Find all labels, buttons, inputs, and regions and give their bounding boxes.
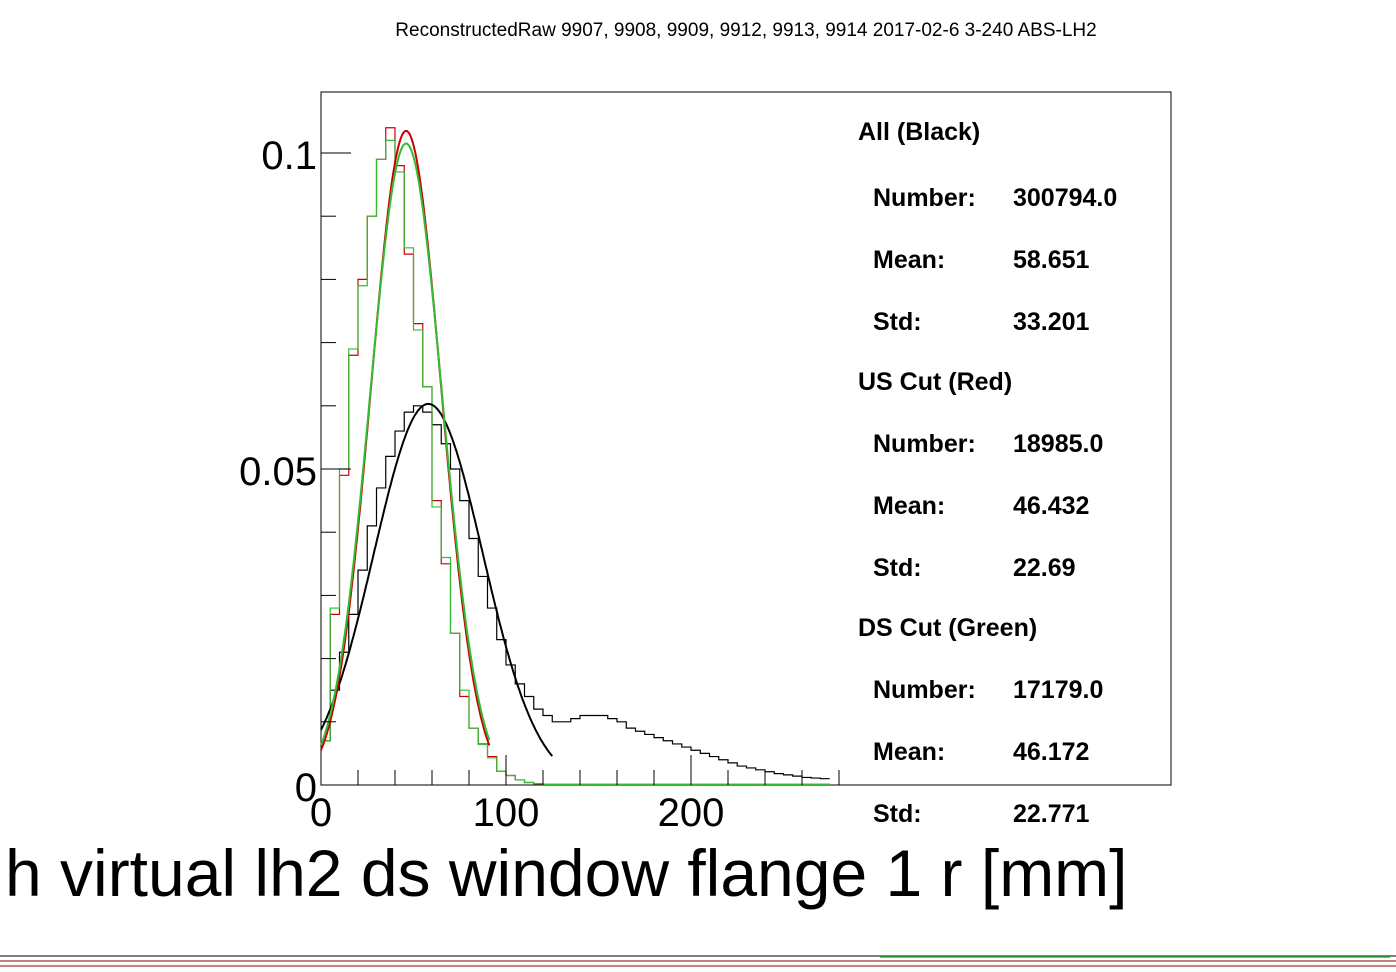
y-tick-label: 0.1 <box>261 134 317 178</box>
stats-value: 17179.0 <box>1013 676 1104 704</box>
fit-layer <box>320 129 554 757</box>
tick-layer: 0 0.05 0.1 0 100 200 <box>239 92 1172 835</box>
histogram-all <box>321 405 830 780</box>
stats-value: 33.201 <box>1013 308 1090 336</box>
stats-value: 300794.0 <box>1013 184 1118 212</box>
x-tick-label: 200 <box>658 791 725 835</box>
histogram-layer <box>321 127 830 785</box>
fit-curve-all <box>320 402 554 757</box>
stats-label: Std: <box>873 800 922 828</box>
y-tick-label: 0.05 <box>239 450 317 494</box>
fit-curve-ds <box>320 142 491 746</box>
stats-label: Std: <box>873 554 922 582</box>
stats-value: 46.432 <box>1013 492 1090 520</box>
x-tick-label: 100 <box>473 791 540 835</box>
chart-title: ReconstructedRaw 9907, 9908, 9909, 9912,… <box>395 20 1097 41</box>
fit-curve-us <box>320 129 491 751</box>
stats-value: 46.172 <box>1013 738 1090 766</box>
stats-label: Mean: <box>873 246 946 274</box>
stats-value: 22.69 <box>1013 554 1076 582</box>
plot-frame <box>320 91 1172 786</box>
x-axis-label: h virtual lh2 ds window flange 1 r [mm] <box>5 836 1128 910</box>
stats-label: Mean: <box>873 492 946 520</box>
histogram-us <box>321 127 830 785</box>
x-tick-label: 0 <box>310 791 332 835</box>
stats-label: Std: <box>873 308 922 336</box>
stats-value: 18985.0 <box>1013 430 1104 458</box>
stats-header-us: US Cut (Red) <box>858 368 1013 396</box>
stats-header-all: All (Black) <box>858 118 981 146</box>
stats-label: Number: <box>873 430 976 458</box>
stats-value: 22.771 <box>1013 800 1090 828</box>
stats-label: Mean: <box>873 738 946 766</box>
stats-header-ds: DS Cut (Green) <box>858 614 1038 642</box>
stats-label: Number: <box>873 184 976 212</box>
stats-value: 58.651 <box>1013 246 1090 274</box>
stats-label: Number: <box>873 676 976 704</box>
y-tick-label: 0 <box>295 766 317 810</box>
